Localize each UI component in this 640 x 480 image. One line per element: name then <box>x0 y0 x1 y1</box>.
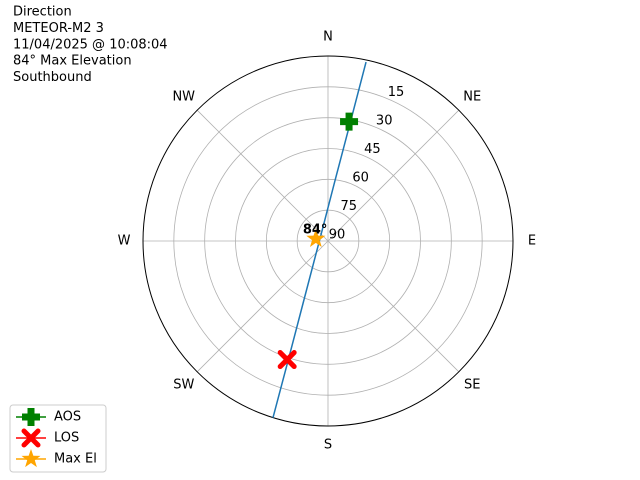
theta-tick-label: SE <box>464 378 480 393</box>
theta-tick-label: E <box>528 234 536 249</box>
theta-tick-label: W <box>118 234 131 249</box>
title-line: 11/04/2025 @ 10:08:04 <box>13 37 168 52</box>
marker-x <box>277 350 297 370</box>
title-line: Southbound <box>13 70 92 85</box>
r-tick-label: 30 <box>376 114 393 129</box>
theta-tick-label: NW <box>172 89 195 104</box>
title-line: 84° Max Elevation <box>13 54 132 69</box>
marker-plus <box>22 408 40 426</box>
marker-x <box>21 428 41 448</box>
grid-spoke <box>196 109 329 242</box>
grid-spoke <box>327 240 460 373</box>
r-tick-label: 90 <box>329 228 346 243</box>
outer-frame <box>142 55 514 427</box>
marker-star <box>21 449 41 468</box>
r-tick-label: 45 <box>364 142 381 157</box>
legend-label: AOS <box>54 410 81 425</box>
legend-label: LOS <box>54 431 79 446</box>
legend: AOS LOS Max El <box>9 404 107 473</box>
annotation: 84° <box>303 222 328 237</box>
r-tick-label: 60 <box>352 171 369 186</box>
theta-tick-label: S <box>324 438 332 453</box>
theta-tick-label: SW <box>173 378 194 393</box>
r-tick-label: 15 <box>388 85 405 100</box>
grid-spoke <box>327 109 460 242</box>
title-line: METEOR-M2 3 <box>13 21 104 36</box>
marker-plus <box>340 112 359 131</box>
marker-star <box>306 228 326 247</box>
r-tick-label: 75 <box>341 199 358 214</box>
theta-tick-label: N <box>323 30 333 45</box>
legend-label: Max El <box>54 452 97 467</box>
grid-spoke <box>196 240 329 373</box>
theta-tick-label: NE <box>463 89 481 104</box>
title-line: Direction <box>13 5 72 20</box>
